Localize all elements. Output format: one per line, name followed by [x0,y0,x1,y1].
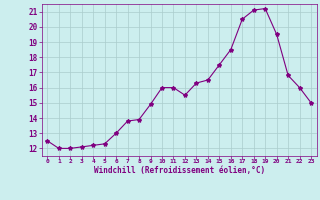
X-axis label: Windchill (Refroidissement éolien,°C): Windchill (Refroidissement éolien,°C) [94,166,265,175]
